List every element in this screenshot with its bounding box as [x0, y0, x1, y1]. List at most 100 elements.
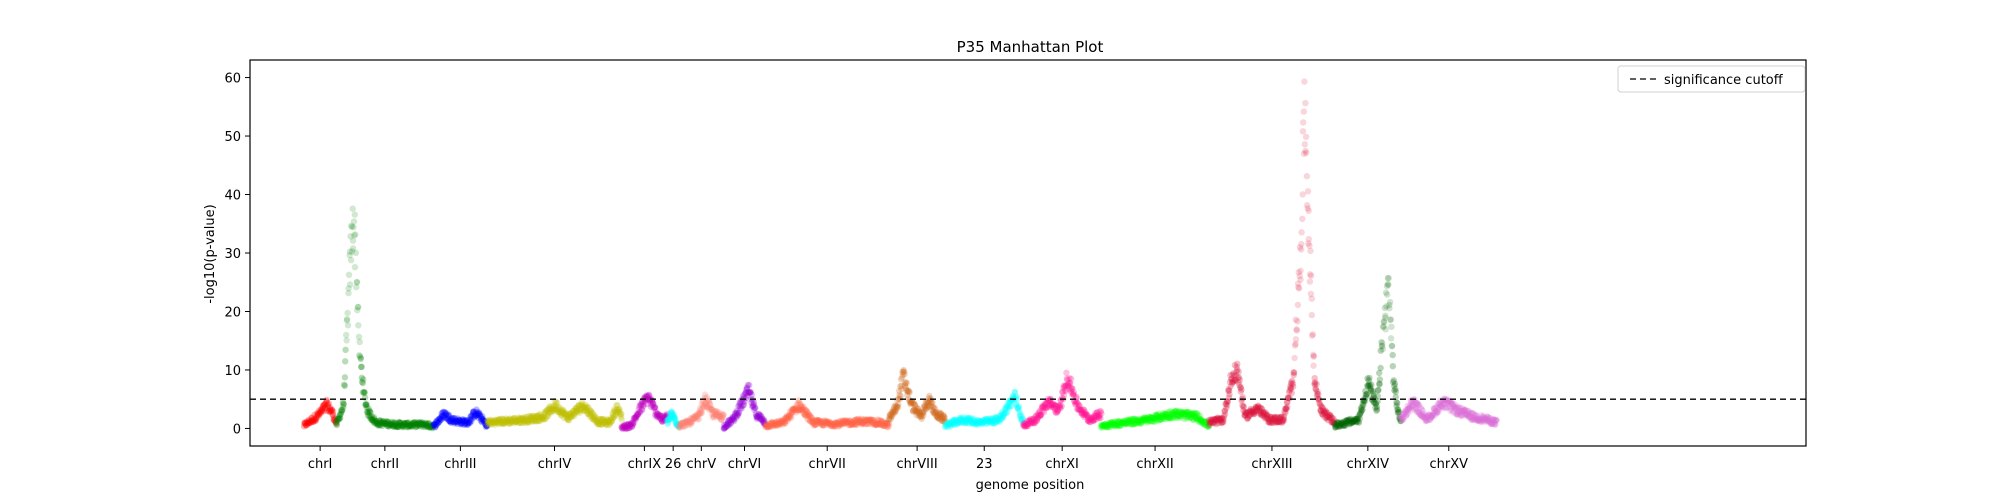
data-point — [310, 416, 317, 423]
data-point — [549, 403, 557, 410]
data-point — [526, 414, 534, 422]
data-point — [455, 416, 463, 423]
data-point — [1384, 291, 1391, 298]
data-point — [499, 420, 507, 428]
data-point — [913, 411, 920, 419]
data-point — [475, 411, 482, 418]
data-point — [533, 413, 540, 420]
data-point — [1348, 419, 1356, 426]
data-point — [955, 419, 962, 426]
data-point — [885, 420, 892, 427]
data-point — [994, 417, 1001, 425]
data-point — [1427, 412, 1435, 419]
data-point — [982, 418, 989, 425]
data-point — [316, 410, 323, 417]
data-point — [1492, 417, 1500, 424]
data-point — [487, 420, 494, 427]
data-point — [946, 420, 953, 427]
data-point — [481, 417, 489, 425]
data-point — [556, 409, 563, 416]
data-point — [785, 413, 792, 420]
data-point — [1261, 411, 1269, 418]
data-point — [771, 421, 779, 428]
data-point — [401, 419, 408, 427]
data-point — [813, 418, 821, 425]
data-point — [1117, 422, 1125, 429]
data-point — [1252, 403, 1260, 411]
data-point — [1154, 412, 1161, 419]
data-point — [399, 422, 406, 429]
data-point — [407, 422, 415, 429]
data-point — [1432, 411, 1439, 419]
data-point — [1088, 415, 1095, 423]
data-point — [645, 395, 652, 403]
data-point — [1423, 417, 1431, 425]
data-point — [799, 406, 806, 413]
data-point — [1307, 247, 1314, 255]
data-point — [1414, 408, 1422, 415]
data-point — [1135, 418, 1142, 425]
data-point — [1272, 415, 1279, 422]
data-point — [967, 417, 974, 424]
data-point — [1025, 420, 1033, 427]
data-point — [668, 408, 675, 415]
data-point — [784, 412, 792, 420]
data-point — [312, 416, 319, 424]
data-point — [1050, 404, 1057, 411]
data-point — [1261, 409, 1268, 417]
data-point — [655, 412, 663, 420]
data-point — [1165, 408, 1172, 416]
data-point — [1135, 419, 1142, 426]
data-point — [983, 420, 991, 427]
data-point — [1265, 419, 1272, 426]
data-point — [909, 399, 916, 406]
data-point — [423, 422, 430, 429]
data-point — [1280, 416, 1288, 424]
data-point — [722, 424, 729, 431]
data-point — [366, 412, 373, 420]
data-point — [1016, 412, 1024, 420]
data-point — [495, 420, 502, 427]
data-point — [961, 415, 969, 422]
data-point — [444, 414, 451, 421]
data-point — [782, 415, 790, 422]
data-point — [559, 409, 566, 417]
data-point — [975, 416, 982, 424]
data-point — [902, 380, 909, 387]
data-point — [1185, 412, 1192, 420]
data-point — [1254, 404, 1261, 412]
data-point — [328, 406, 336, 413]
data-point — [1324, 409, 1331, 417]
data-point — [840, 418, 848, 425]
data-point — [448, 415, 456, 422]
data-point — [564, 412, 571, 419]
data-point — [1066, 385, 1073, 393]
data-point — [406, 422, 413, 429]
data-point — [619, 425, 626, 432]
data-point — [1256, 407, 1264, 415]
data-point — [555, 406, 563, 413]
data-point — [855, 415, 862, 423]
data-point — [370, 415, 378, 422]
data-point — [387, 421, 394, 428]
data-point — [618, 410, 625, 418]
data-point — [850, 418, 858, 426]
data-point — [502, 415, 510, 422]
data-point — [923, 403, 930, 411]
data-point — [1302, 147, 1309, 155]
data-point — [731, 413, 739, 420]
data-point — [1052, 408, 1059, 416]
data-point — [624, 425, 632, 432]
data-point — [663, 412, 670, 419]
data-point — [520, 418, 527, 425]
data-point — [396, 419, 403, 426]
data-point — [1074, 406, 1081, 413]
data-point — [1204, 423, 1211, 430]
data-point — [1060, 382, 1067, 389]
data-point — [700, 400, 708, 408]
data-point — [602, 418, 609, 425]
data-point — [1134, 418, 1142, 425]
data-point — [666, 415, 673, 422]
data-point — [1232, 372, 1240, 379]
